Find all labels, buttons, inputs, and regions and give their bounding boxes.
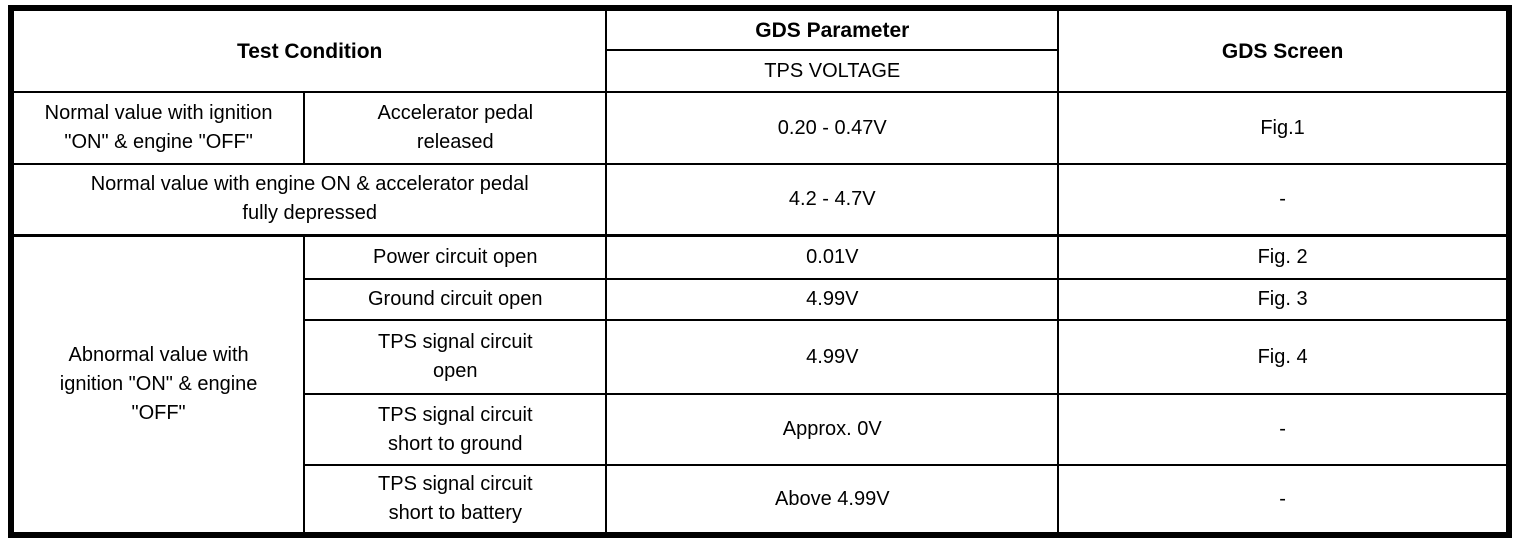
cell-voltage-short-battery: Above 4.99V [605, 464, 1060, 536]
table-row: TPS signal circuit short to ground Appro… [11, 393, 1510, 466]
header-gds-parameter: GDS Parameter [605, 7, 1060, 51]
cell-ground-circuit-open: Ground circuit open [303, 278, 608, 321]
cell-condition-normal-engine-on: Normal value with engine ON & accelerato… [9, 163, 608, 236]
cell-screen-dash-1: - [1057, 163, 1510, 236]
cell-voltage-ground-open: 4.99V [605, 278, 1060, 321]
header-test-condition: Test Condition [9, 7, 608, 93]
table-row: TPS signal circuit short to battery Abov… [11, 464, 1510, 536]
cell-tps-signal-open: TPS signal circuit open [303, 319, 608, 395]
tps-diagnostic-table: Test Condition GDS Parameter GDS Screen … [8, 5, 1512, 538]
cell-screen-fig4: Fig. 4 [1057, 319, 1510, 395]
table-row: Normal value with ignition "ON" & engine… [9, 91, 1510, 165]
cell-voltage-power-open: 0.01V [605, 233, 1060, 280]
table-row: Ground circuit open 4.99V Fig. 3 [11, 278, 1510, 321]
header-tps-voltage: TPS VOLTAGE [605, 49, 1060, 93]
table-row: Abnormal value with ignition "ON" & engi… [9, 233, 1510, 536]
cell-accelerator-pedal-released: Accelerator pedal released [303, 91, 608, 165]
cell-screen-dash-2: - [1057, 393, 1510, 466]
cell-screen-fig2: Fig. 2 [1057, 233, 1510, 280]
header-gds-screen: GDS Screen [1057, 7, 1510, 93]
table-row: TPS signal circuit open 4.99V Fig. 4 [11, 319, 1510, 395]
cell-voltage-short-ground: Approx. 0V [605, 393, 1060, 466]
cell-group-abnormal-value: Abnormal value with ignition "ON" & engi… [9, 233, 306, 536]
cell-screen-fig3: Fig. 3 [1057, 278, 1510, 321]
cell-power-circuit-open: Power circuit open [303, 233, 608, 280]
cell-voltage-signal-open: 4.99V [605, 319, 1060, 395]
cell-screen-fig1: Fig.1 [1057, 91, 1510, 165]
cell-screen-dash-3: - [1057, 464, 1510, 536]
cell-tps-signal-short-battery: TPS signal circuit short to battery [303, 464, 608, 536]
cell-condition-normal-ignition-on: Normal value with ignition "ON" & engine… [9, 91, 306, 165]
cell-tps-signal-short-ground: TPS signal circuit short to ground [303, 393, 608, 466]
table-row: Normal value with engine ON & accelerato… [9, 163, 1510, 236]
cell-voltage-released: 0.20 - 0.47V [605, 91, 1060, 165]
cell-voltage-depressed: 4.2 - 4.7V [605, 163, 1060, 236]
